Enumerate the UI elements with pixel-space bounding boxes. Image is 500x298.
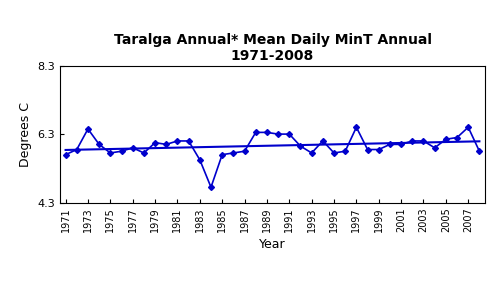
Y-axis label: Degrees C: Degrees C	[19, 102, 32, 167]
X-axis label: Year: Year	[259, 238, 286, 251]
Title: Taralga Annual* Mean Daily MinT Annual
1971-2008: Taralga Annual* Mean Daily MinT Annual 1…	[114, 33, 432, 63]
